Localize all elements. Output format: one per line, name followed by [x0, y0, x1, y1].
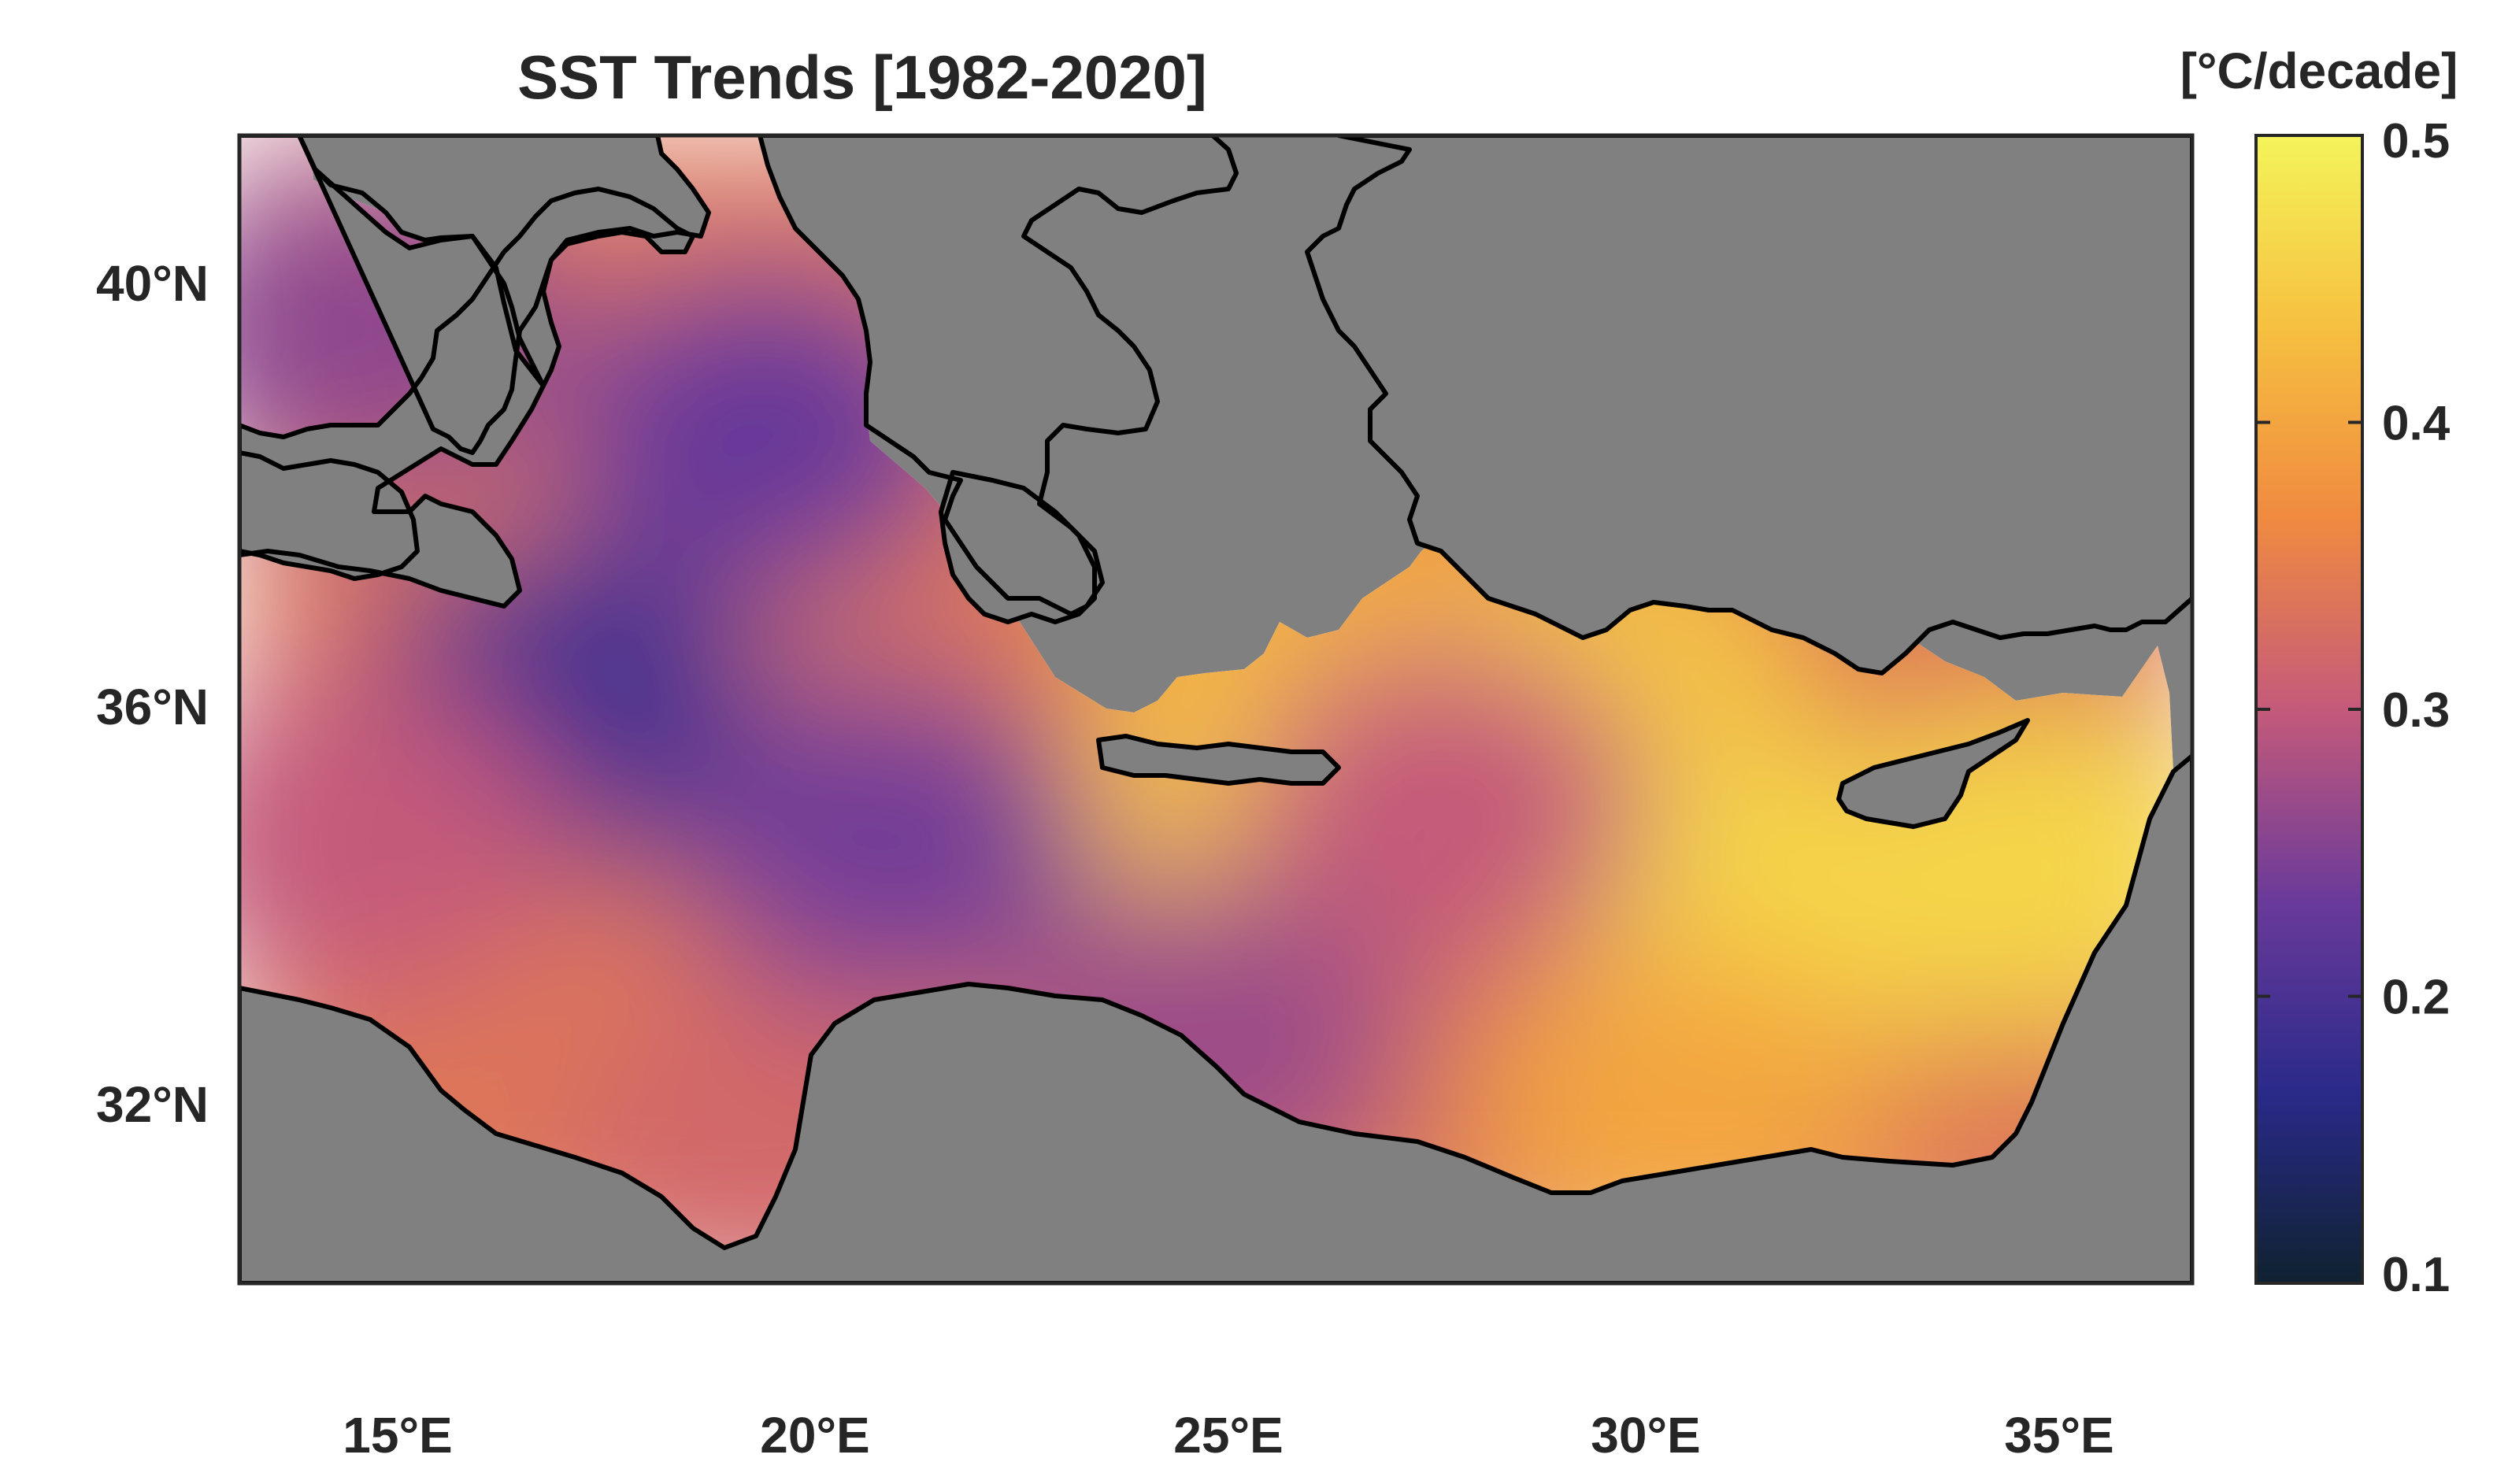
x-tick-label: 20°E — [760, 1407, 869, 1464]
x-axis-labels: 15°E 20°E 25°E 30°E 35°E — [343, 1407, 2113, 1464]
coastline — [758, 135, 1239, 616]
coastline — [239, 450, 420, 581]
field-sample — [1239, 643, 1650, 975]
coastline — [1096, 734, 1341, 786]
colorbar-tick-label: 0.4 — [2382, 397, 2451, 451]
colorbar-ticks: 0.1 0.2 0.3 0.4 0.5 — [2256, 114, 2451, 1302]
land-tyrrhenian-coast — [239, 135, 709, 386]
land-sicily — [239, 453, 417, 579]
coastline — [239, 135, 711, 388]
colorbar-tick-label: 0.1 — [2382, 1248, 2450, 1302]
field-sample — [677, 674, 1087, 1005]
map-plot-area — [239, 135, 2192, 1283]
land-masses — [239, 135, 2192, 1283]
land-anatomia — [1307, 135, 2192, 673]
x-tick-label: 15°E — [343, 1407, 452, 1464]
y-axis-labels: 40°N 36°N 32°N — [96, 255, 209, 1133]
field-sample — [239, 674, 565, 1005]
y-tick-label: 36°N — [96, 679, 209, 735]
field-sample — [557, 265, 967, 597]
map-frame — [237, 133, 2195, 1286]
land-balkans — [760, 135, 1236, 614]
coastlines — [239, 135, 2192, 1283]
land-cyprus — [1839, 720, 2028, 827]
colorbar: [°C/decade] 0.1 0.2 0.3 0.4 0.5 — [2180, 43, 2458, 1302]
coastline — [1836, 718, 2030, 829]
y-tick-label: 40°N — [96, 255, 209, 312]
colorbar-unit-label: [°C/decade] — [2180, 43, 2458, 99]
y-tick-label: 32°N — [96, 1076, 209, 1133]
x-tick-label: 25°E — [1173, 1407, 1283, 1464]
x-tick-label: 35°E — [2004, 1407, 2113, 1464]
coastline — [239, 753, 2192, 1283]
land-north-africa — [239, 756, 2192, 1283]
colorbar-tick-label: 0.2 — [2382, 971, 2450, 1025]
coastline — [939, 470, 1097, 624]
map-title: SST Trends [1982-2020] — [517, 43, 1207, 112]
colorbar-tick-label: 0.5 — [2382, 114, 2450, 168]
x-tick-label: 30°E — [1591, 1407, 1700, 1464]
colorbar-bar — [2254, 134, 2364, 1285]
colorbar-tick-label: 0.3 — [2382, 683, 2450, 738]
land-crete — [1098, 736, 1339, 783]
land-peloponnese — [941, 472, 1095, 622]
coastline — [1305, 135, 2192, 675]
